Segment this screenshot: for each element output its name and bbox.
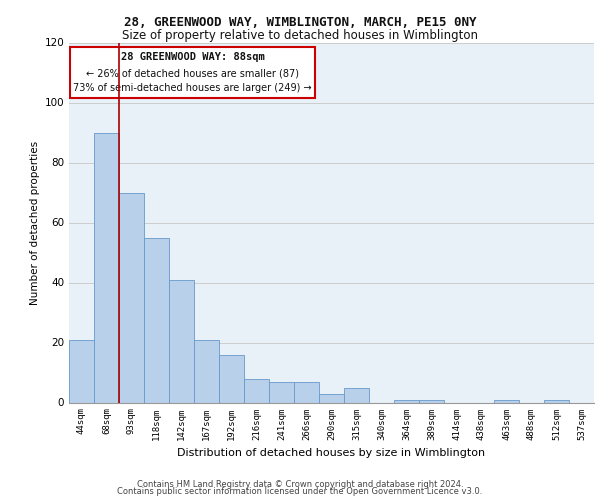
Bar: [269, 382, 294, 402]
Bar: [69, 340, 94, 402]
Bar: [169, 280, 194, 402]
FancyBboxPatch shape: [70, 47, 315, 98]
Y-axis label: Number of detached properties: Number of detached properties: [30, 140, 40, 304]
Text: Size of property relative to detached houses in Wimblington: Size of property relative to detached ho…: [122, 29, 478, 42]
Bar: [244, 378, 269, 402]
Bar: [344, 388, 369, 402]
Bar: [94, 132, 119, 402]
Bar: [319, 394, 344, 402]
Bar: [544, 400, 569, 402]
Bar: [294, 382, 319, 402]
X-axis label: Distribution of detached houses by size in Wimblington: Distribution of detached houses by size …: [178, 448, 485, 458]
Text: 73% of semi-detached houses are larger (249) →: 73% of semi-detached houses are larger (…: [73, 83, 312, 93]
Text: 28 GREENWOOD WAY: 88sqm: 28 GREENWOOD WAY: 88sqm: [121, 52, 265, 62]
Bar: [419, 400, 444, 402]
Bar: [144, 238, 169, 402]
Text: 28, GREENWOOD WAY, WIMBLINGTON, MARCH, PE15 0NY: 28, GREENWOOD WAY, WIMBLINGTON, MARCH, P…: [124, 16, 476, 29]
Text: Contains HM Land Registry data © Crown copyright and database right 2024.: Contains HM Land Registry data © Crown c…: [137, 480, 463, 489]
Bar: [194, 340, 219, 402]
Bar: [219, 354, 244, 403]
Text: Contains public sector information licensed under the Open Government Licence v3: Contains public sector information licen…: [118, 487, 482, 496]
Bar: [494, 400, 519, 402]
Text: ← 26% of detached houses are smaller (87): ← 26% of detached houses are smaller (87…: [86, 68, 299, 78]
Bar: [394, 400, 419, 402]
Bar: [119, 192, 144, 402]
